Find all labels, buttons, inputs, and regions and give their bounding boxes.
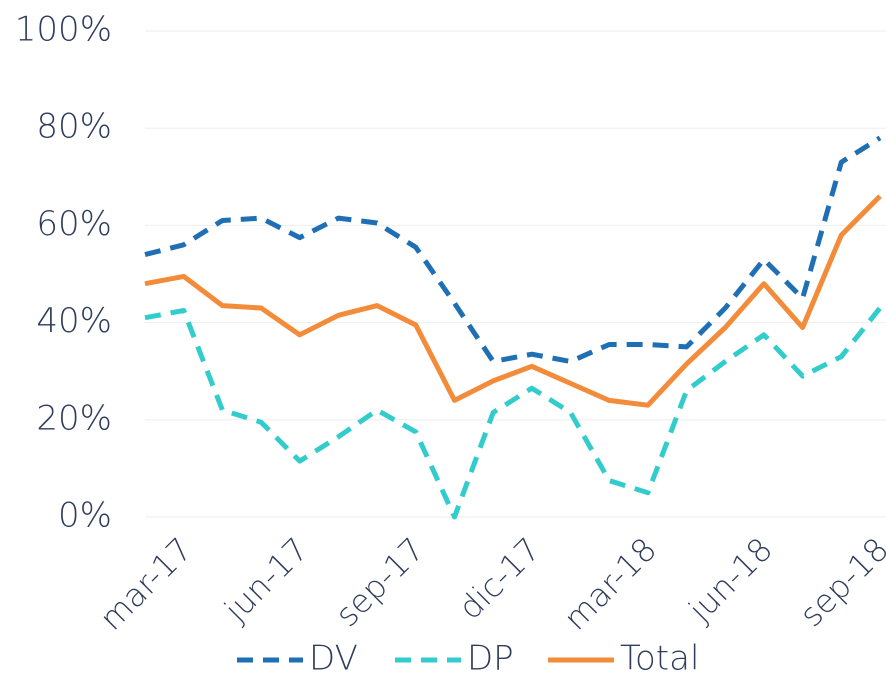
x-tick-label: sep-18 (792, 530, 886, 634)
y-tick-label: 60% (36, 204, 112, 244)
x-tick-label: mar-18 (556, 530, 664, 638)
y-tick-label: 40% (36, 301, 112, 341)
y-tick-label: 80% (36, 107, 112, 147)
legend-label: Total (620, 639, 699, 676)
y-tick-label: 20% (36, 398, 112, 438)
y-tick-label: 0% (58, 496, 112, 536)
series-line (144, 306, 882, 520)
y-tick-label: 100% (15, 10, 112, 50)
x-tick-label: sep-17 (328, 530, 432, 634)
series-line (144, 194, 882, 408)
series-line (144, 135, 882, 364)
legend-label: DV (309, 639, 358, 676)
x-tick-label: mar-17 (92, 530, 200, 638)
legend-label: DP (467, 639, 514, 676)
x-tick-label: dic-17 (451, 530, 548, 627)
x-tick-label: jun-18 (680, 530, 780, 630)
x-tick-label: jun-17 (216, 530, 316, 630)
